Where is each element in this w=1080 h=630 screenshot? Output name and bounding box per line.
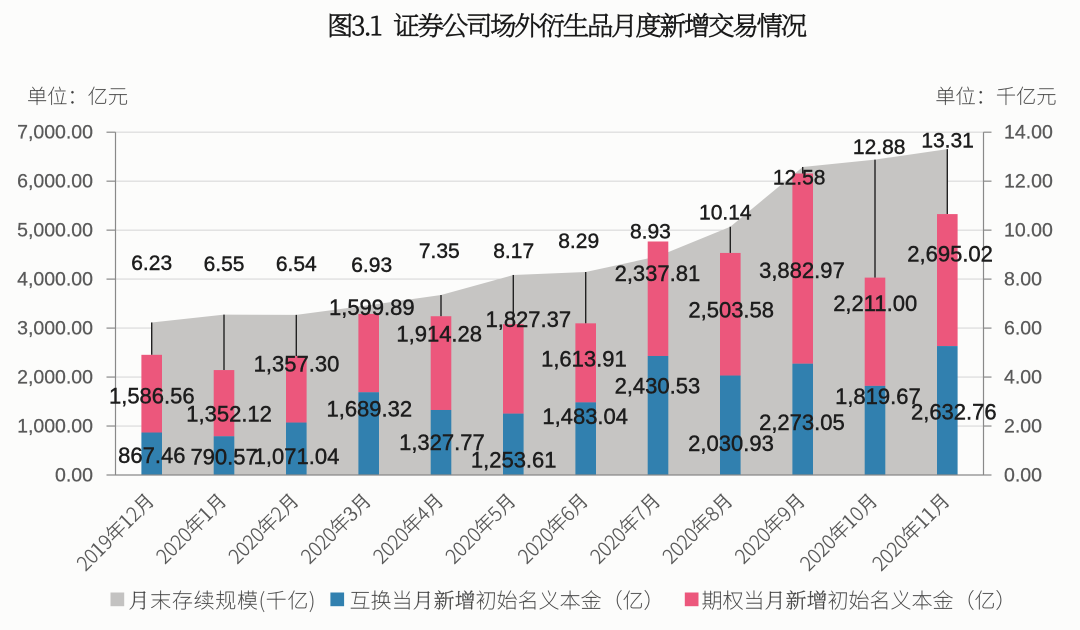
svg-text:3,000.00: 3,000.00 bbox=[17, 318, 93, 340]
svg-text:1,613.91: 1,613.91 bbox=[541, 347, 627, 372]
svg-text:12.88: 12.88 bbox=[853, 136, 906, 159]
svg-text:1,000.00: 1,000.00 bbox=[17, 416, 93, 438]
svg-text:6.00: 6.00 bbox=[1004, 318, 1042, 340]
svg-text:6.93: 6.93 bbox=[351, 254, 392, 277]
svg-text:2.00: 2.00 bbox=[1004, 416, 1042, 438]
svg-text:1,599.89: 1,599.89 bbox=[329, 295, 415, 320]
svg-text:1,689.32: 1,689.32 bbox=[326, 397, 412, 422]
svg-text:2,695.02: 2,695.02 bbox=[907, 241, 993, 266]
svg-text:13.31: 13.31 bbox=[921, 130, 974, 153]
svg-text:0.00: 0.00 bbox=[1004, 465, 1042, 487]
svg-text:2,273.05: 2,273.05 bbox=[759, 410, 845, 435]
svg-text:2,030.93: 2,030.93 bbox=[688, 431, 774, 456]
svg-text:8.93: 8.93 bbox=[630, 221, 671, 244]
svg-text:6.23: 6.23 bbox=[131, 252, 172, 275]
svg-text:2,000.00: 2,000.00 bbox=[17, 367, 93, 389]
svg-text:14.00: 14.00 bbox=[1004, 122, 1053, 144]
svg-text:1,819.67: 1,819.67 bbox=[835, 384, 921, 409]
svg-text:867.46: 867.46 bbox=[118, 443, 185, 468]
svg-text:1,357.30: 1,357.30 bbox=[254, 352, 340, 377]
svg-text:1,071.04: 1,071.04 bbox=[254, 444, 340, 469]
svg-text:2,211.00: 2,211.00 bbox=[833, 291, 917, 316]
svg-text:3,882.97: 3,882.97 bbox=[759, 258, 845, 283]
svg-text:1,586.56: 1,586.56 bbox=[109, 383, 195, 408]
svg-text:10.14: 10.14 bbox=[699, 202, 752, 225]
svg-text:5,000.00: 5,000.00 bbox=[17, 220, 93, 242]
svg-text:2,337.81: 2,337.81 bbox=[615, 261, 701, 286]
svg-text:7,000.00: 7,000.00 bbox=[17, 122, 93, 144]
svg-text:1,352.12: 1,352.12 bbox=[186, 401, 272, 426]
svg-text:10.00: 10.00 bbox=[1004, 220, 1053, 242]
svg-text:1,483.04: 1,483.04 bbox=[542, 404, 628, 429]
svg-text:12.58: 12.58 bbox=[773, 167, 826, 190]
svg-text:1,827.37: 1,827.37 bbox=[485, 307, 571, 332]
svg-text:6,000.00: 6,000.00 bbox=[17, 171, 93, 193]
svg-text:6.55: 6.55 bbox=[204, 253, 245, 276]
svg-text:12.00: 12.00 bbox=[1004, 171, 1053, 193]
svg-text:2,430.53: 2,430.53 bbox=[615, 373, 701, 398]
svg-text:8.29: 8.29 bbox=[558, 230, 599, 253]
svg-text:0.00: 0.00 bbox=[55, 465, 93, 487]
svg-text:7.35: 7.35 bbox=[419, 240, 460, 263]
svg-text:1,327.77: 1,327.77 bbox=[399, 430, 485, 455]
svg-text:1,253.61: 1,253.61 bbox=[471, 447, 557, 472]
svg-text:6.54: 6.54 bbox=[276, 253, 317, 276]
svg-text:8.00: 8.00 bbox=[1004, 269, 1042, 291]
svg-text:2,503.58: 2,503.58 bbox=[688, 298, 774, 323]
svg-text:790.57: 790.57 bbox=[190, 444, 257, 469]
svg-text:4.00: 4.00 bbox=[1004, 367, 1042, 389]
svg-text:4,000.00: 4,000.00 bbox=[17, 269, 93, 291]
svg-text:2,632.76: 2,632.76 bbox=[911, 400, 997, 425]
svg-text:8.17: 8.17 bbox=[493, 240, 534, 263]
svg-text:1,914.28: 1,914.28 bbox=[396, 322, 482, 347]
